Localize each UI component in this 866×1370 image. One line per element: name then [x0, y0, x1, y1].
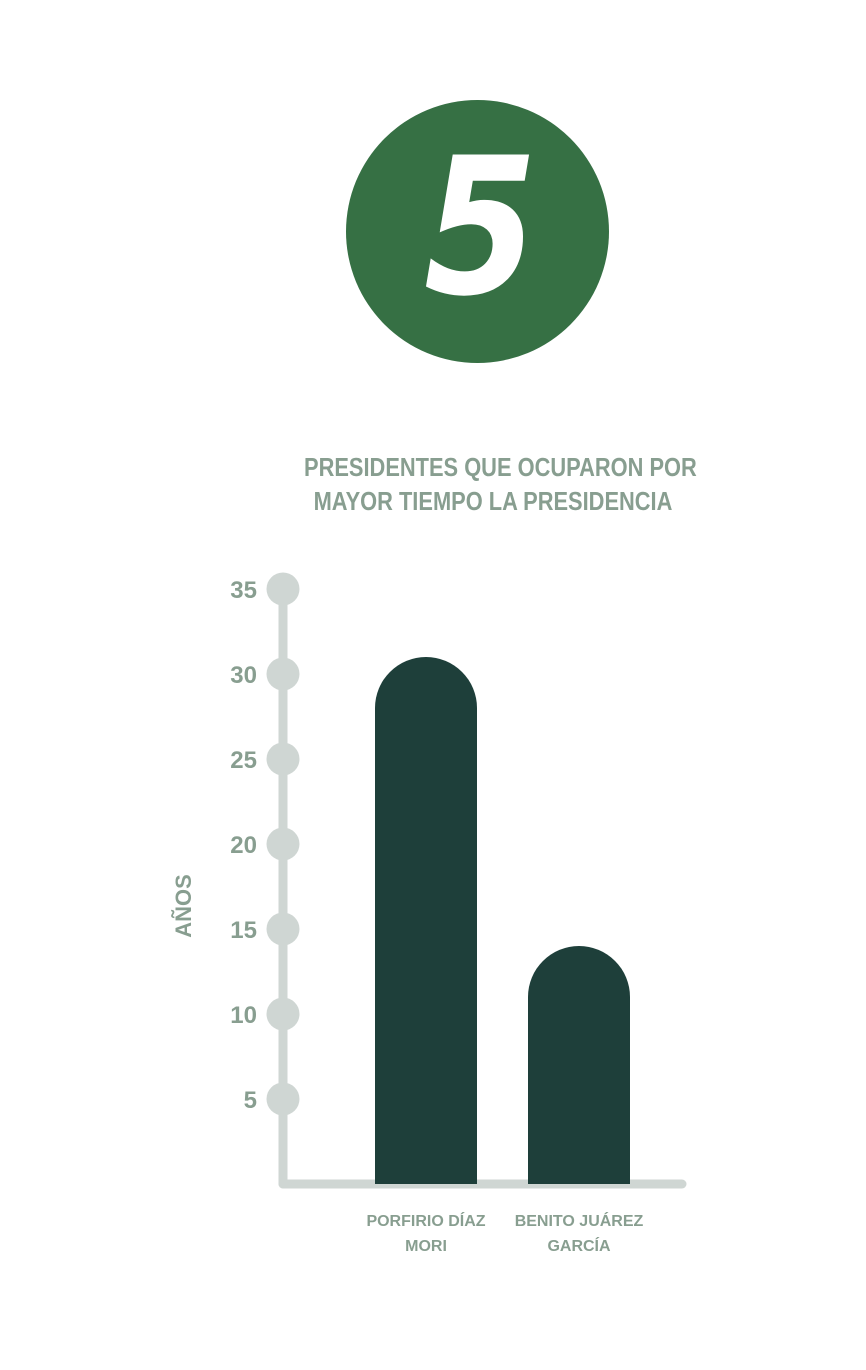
y-axis-label: AÑOS [171, 874, 196, 938]
chart-title-line-2: MAYOR TIEMPO LA PRESIDENCIA [313, 486, 673, 516]
category-label-1-line-1: PORFIRIO DÍAZ [366, 1211, 485, 1230]
chart-title-line-1: PRESIDENTES QUE OCUPARON POR [304, 452, 697, 482]
category-label-2-line-1: BENITO JUÁREZ [515, 1211, 644, 1230]
y-tick-label-25: 25 [230, 747, 257, 774]
badge-number: 5 [424, 116, 538, 338]
bar-1 [375, 657, 477, 1184]
category-label-2: BENITO JUÁREZ GARCÍA [515, 1211, 644, 1255]
y-tick-label-5: 5 [244, 1087, 257, 1114]
y-tick-dot-20 [266, 827, 300, 861]
y-tick-dot-15 [266, 912, 300, 946]
y-tick-dot-35 [266, 572, 300, 606]
y-tick-label-30: 30 [230, 662, 257, 689]
y-tick-label-15: 15 [230, 917, 257, 944]
bar-2 [528, 946, 630, 1184]
y-tick-dot-25 [266, 742, 300, 776]
category-label-1-line-2: MORI [405, 1238, 447, 1255]
y-tick-dot-30 [266, 657, 300, 691]
chart-title: PRESIDENTES QUE OCUPARON POR MAYOR TIEMP… [304, 450, 697, 518]
y-tick-dot-5 [266, 1082, 300, 1116]
y-tick-label-20: 20 [230, 832, 257, 859]
number-badge: 5 [346, 100, 609, 363]
category-label-2-line-2: GARCÍA [547, 1236, 611, 1255]
y-tick-label-10: 10 [230, 1002, 257, 1029]
y-tick-dot-10 [266, 997, 300, 1031]
y-tick-label-35: 35 [230, 577, 257, 604]
category-label-1: PORFIRIO DÍAZ MORI [366, 1211, 485, 1255]
